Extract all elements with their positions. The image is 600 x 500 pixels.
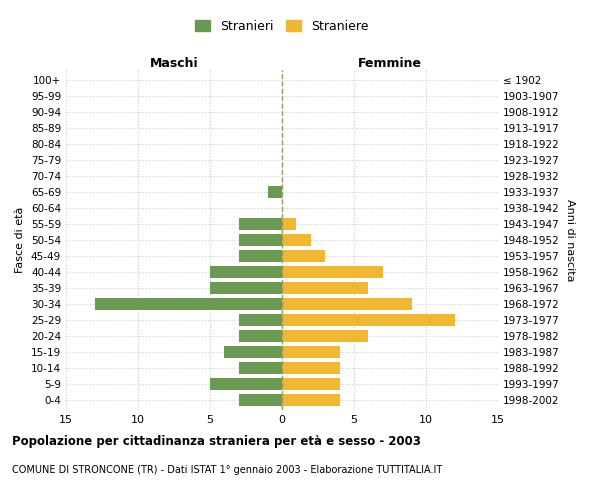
Bar <box>282 394 340 406</box>
Bar <box>239 330 282 342</box>
Bar <box>282 346 340 358</box>
Bar <box>282 234 311 246</box>
Bar <box>282 282 368 294</box>
Bar <box>282 330 368 342</box>
Bar <box>210 266 282 278</box>
Bar <box>282 378 340 390</box>
Bar <box>239 314 282 326</box>
Bar <box>239 362 282 374</box>
Bar <box>282 218 296 230</box>
Bar <box>239 394 282 406</box>
Bar <box>282 362 340 374</box>
Text: Maschi: Maschi <box>149 57 199 70</box>
Bar <box>282 314 455 326</box>
Bar <box>210 282 282 294</box>
Y-axis label: Anni di nascita: Anni di nascita <box>565 198 575 281</box>
Bar <box>95 298 282 310</box>
Bar <box>282 250 325 262</box>
Text: Femmine: Femmine <box>358 57 422 70</box>
Bar <box>239 218 282 230</box>
Legend: Stranieri, Straniere: Stranieri, Straniere <box>191 16 373 37</box>
Text: COMUNE DI STRONCONE (TR) - Dati ISTAT 1° gennaio 2003 - Elaborazione TUTTITALIA.: COMUNE DI STRONCONE (TR) - Dati ISTAT 1°… <box>12 465 442 475</box>
Bar <box>268 186 282 198</box>
Bar <box>282 298 412 310</box>
Y-axis label: Fasce di età: Fasce di età <box>16 207 25 273</box>
Bar <box>210 378 282 390</box>
Bar <box>282 266 383 278</box>
Bar <box>239 234 282 246</box>
Bar <box>239 250 282 262</box>
Bar <box>224 346 282 358</box>
Text: Popolazione per cittadinanza straniera per età e sesso - 2003: Popolazione per cittadinanza straniera p… <box>12 435 421 448</box>
